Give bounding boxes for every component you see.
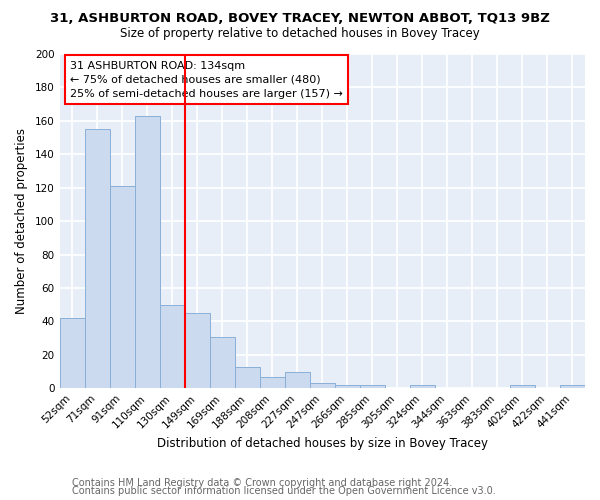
X-axis label: Distribution of detached houses by size in Bovey Tracey: Distribution of detached houses by size … — [157, 437, 488, 450]
Bar — [335, 385, 360, 388]
Bar — [410, 385, 435, 388]
Bar — [59, 318, 85, 388]
Y-axis label: Number of detached properties: Number of detached properties — [15, 128, 28, 314]
Bar — [209, 336, 235, 388]
Bar — [310, 384, 335, 388]
Bar — [134, 116, 160, 388]
Bar — [235, 366, 260, 388]
Text: Contains public sector information licensed under the Open Government Licence v3: Contains public sector information licen… — [72, 486, 496, 496]
Bar — [110, 186, 134, 388]
Text: Contains HM Land Registry data © Crown copyright and database right 2024.: Contains HM Land Registry data © Crown c… — [72, 478, 452, 488]
Text: Size of property relative to detached houses in Bovey Tracey: Size of property relative to detached ho… — [120, 28, 480, 40]
Text: 31 ASHBURTON ROAD: 134sqm
← 75% of detached houses are smaller (480)
25% of semi: 31 ASHBURTON ROAD: 134sqm ← 75% of detac… — [70, 60, 343, 98]
Bar — [560, 385, 585, 388]
Bar — [360, 385, 385, 388]
Bar — [185, 313, 209, 388]
Bar — [160, 305, 185, 388]
Bar — [85, 129, 110, 388]
Bar — [285, 372, 310, 388]
Bar — [260, 376, 285, 388]
Text: 31, ASHBURTON ROAD, BOVEY TRACEY, NEWTON ABBOT, TQ13 9BZ: 31, ASHBURTON ROAD, BOVEY TRACEY, NEWTON… — [50, 12, 550, 26]
Bar — [510, 385, 535, 388]
